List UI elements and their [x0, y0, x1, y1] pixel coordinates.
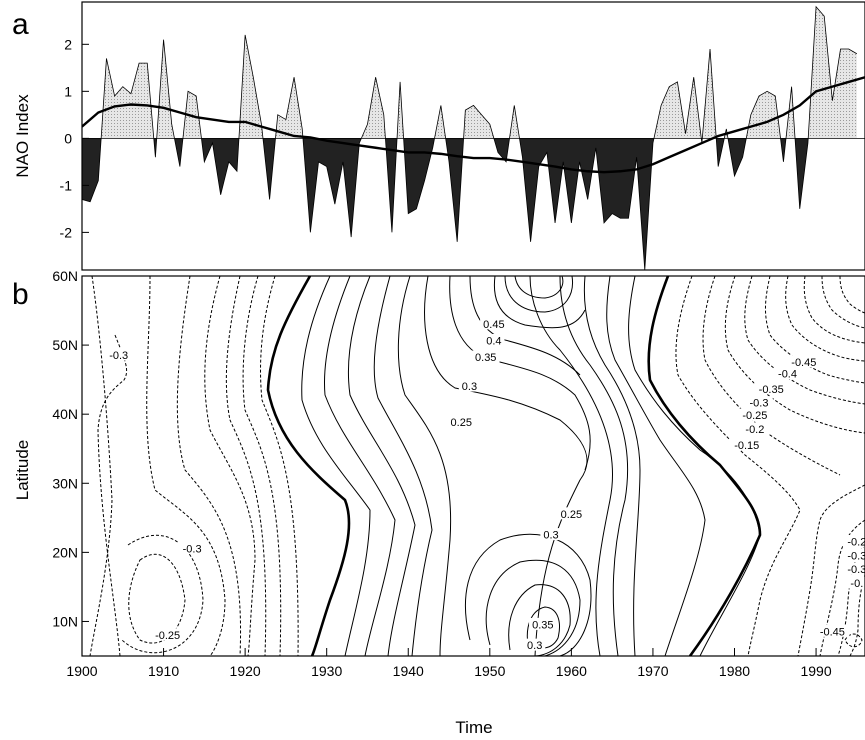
latitude-y-tick-label: 30N: [52, 475, 78, 491]
contour-label: 0.3: [462, 381, 477, 393]
contour-label: 0.25: [451, 417, 472, 429]
contour-label-bg: [846, 576, 865, 589]
contour-label-bg: [540, 528, 562, 541]
time-x-tick-label: 1950: [474, 663, 505, 679]
time-x-tick-label: 1900: [66, 663, 97, 679]
contour-label: 0.35: [475, 352, 496, 364]
contour-label: -0.15: [734, 440, 759, 452]
nao-y-axis: -2 -1 0 1 2: [60, 36, 89, 240]
contour-label-bg: [843, 535, 865, 547]
contour-label: -0.2: [745, 424, 764, 436]
contour-label: -0.2: [847, 537, 865, 549]
contour-label-bg: [150, 628, 185, 641]
contour-label: -0.45: [791, 357, 816, 369]
contour-label: -0.25: [742, 410, 767, 422]
contour-label: 0.45: [483, 319, 504, 331]
lat-time-axes: 1900 1910 1920 1930 1940 1950 1960 1970 1980 1990…: [52, 268, 832, 679]
contour-label: -0.3: [847, 564, 865, 576]
nao-positive-area: [82, 6, 857, 139]
time-x-tick-label: 1930: [311, 663, 342, 679]
latitude-axis-title: Latitude: [13, 440, 32, 501]
contour-label-bg: [529, 617, 557, 630]
contour-label-bg: [471, 350, 500, 363]
contour-label: -0.4: [778, 369, 797, 381]
contour-labels-layer: -0.3-0.3-0.250.450.40.350.30.250.250.30.…: [104, 317, 865, 652]
nao-y-tick-label: 2: [64, 36, 72, 52]
contour-label-bg: [741, 422, 769, 435]
contour-label-bg: [786, 355, 821, 368]
contour-label-bg: [815, 624, 850, 637]
time-x-tick-label: 1940: [393, 663, 424, 679]
time-x-tick-label: 1970: [637, 663, 668, 679]
contour-label-bg: [104, 348, 133, 361]
latitude-time-panel: -0.3-0.3-0.250.450.40.350.30.250.250.30.…: [52, 268, 865, 679]
nao-y-axis-title: NAO Index: [13, 94, 32, 178]
panel-a-letter: a: [12, 8, 29, 41]
latitude-y-tick-label: 40N: [52, 406, 78, 422]
contour-label-bg: [480, 317, 508, 330]
nao-smoothed-line: [82, 76, 865, 174]
panel-b-frame: [81, 275, 865, 657]
contour-label-bg: [745, 396, 773, 409]
contour-label-bg: [483, 333, 505, 346]
time-x-tick-label: 1980: [719, 663, 750, 679]
contour-label: 0.25: [561, 509, 582, 521]
contour-label-bg: [524, 638, 546, 651]
nao-y-tick-label: -2: [60, 224, 73, 240]
time-x-tick-label: 1990: [800, 663, 831, 679]
contour-label-bg: [458, 379, 481, 392]
nao-y-tick-label: 1: [64, 83, 72, 99]
contour-label-bg: [754, 382, 789, 395]
nao-y-tick-label: -1: [60, 177, 73, 193]
contour-label-bg: [447, 415, 476, 428]
panel-a-frame: [81, 1, 865, 271]
latitude-y-tick-label: 20N: [52, 544, 78, 560]
latitude-y-tick-label: 60N: [52, 268, 78, 284]
contour-label: 0.3: [543, 530, 558, 542]
time-x-tick-label: 1960: [556, 663, 587, 679]
time-x-tick-label: 1920: [230, 663, 261, 679]
contour-label: 0.35: [532, 619, 553, 631]
nao-y-tick-label: 0: [64, 130, 72, 146]
contour-label: -0.45: [820, 626, 845, 638]
panel-b-letter: b: [12, 278, 29, 311]
contour-label: -0.3: [847, 550, 865, 562]
contour-label-bg: [729, 438, 764, 451]
contour-label: -0.: [850, 578, 863, 590]
contour-lines-layer: [89, 276, 865, 656]
contour-label-bg: [178, 541, 206, 554]
contour-label: -0.25: [155, 630, 180, 642]
latitude-y-tick-label: 10N: [52, 613, 78, 629]
time-axis-title: Time: [455, 718, 492, 737]
contour-label-bg: [557, 507, 586, 520]
contour-label: -0.3: [749, 398, 768, 410]
contour-label: 0.4: [486, 335, 501, 347]
latitude-y-tick-label: 50N: [52, 337, 78, 353]
contour-label-bg: [773, 367, 802, 380]
contour-label-bg: [843, 548, 865, 561]
nao-fill-layer: [82, 5, 865, 270]
nao-index-panel: -2 -1 0 1 2: [60, 1, 865, 271]
contour-label: -0.3: [183, 543, 202, 555]
time-x-tick-label: 1910: [148, 663, 179, 679]
contour-label: -0.3: [109, 350, 128, 362]
contour-label-bg: [843, 562, 865, 575]
contour-label-bg: [737, 408, 772, 421]
contour-label: -0.35: [759, 384, 784, 396]
contour-label: 0.3: [527, 640, 542, 652]
nao-smooth-layer: [82, 76, 865, 174]
